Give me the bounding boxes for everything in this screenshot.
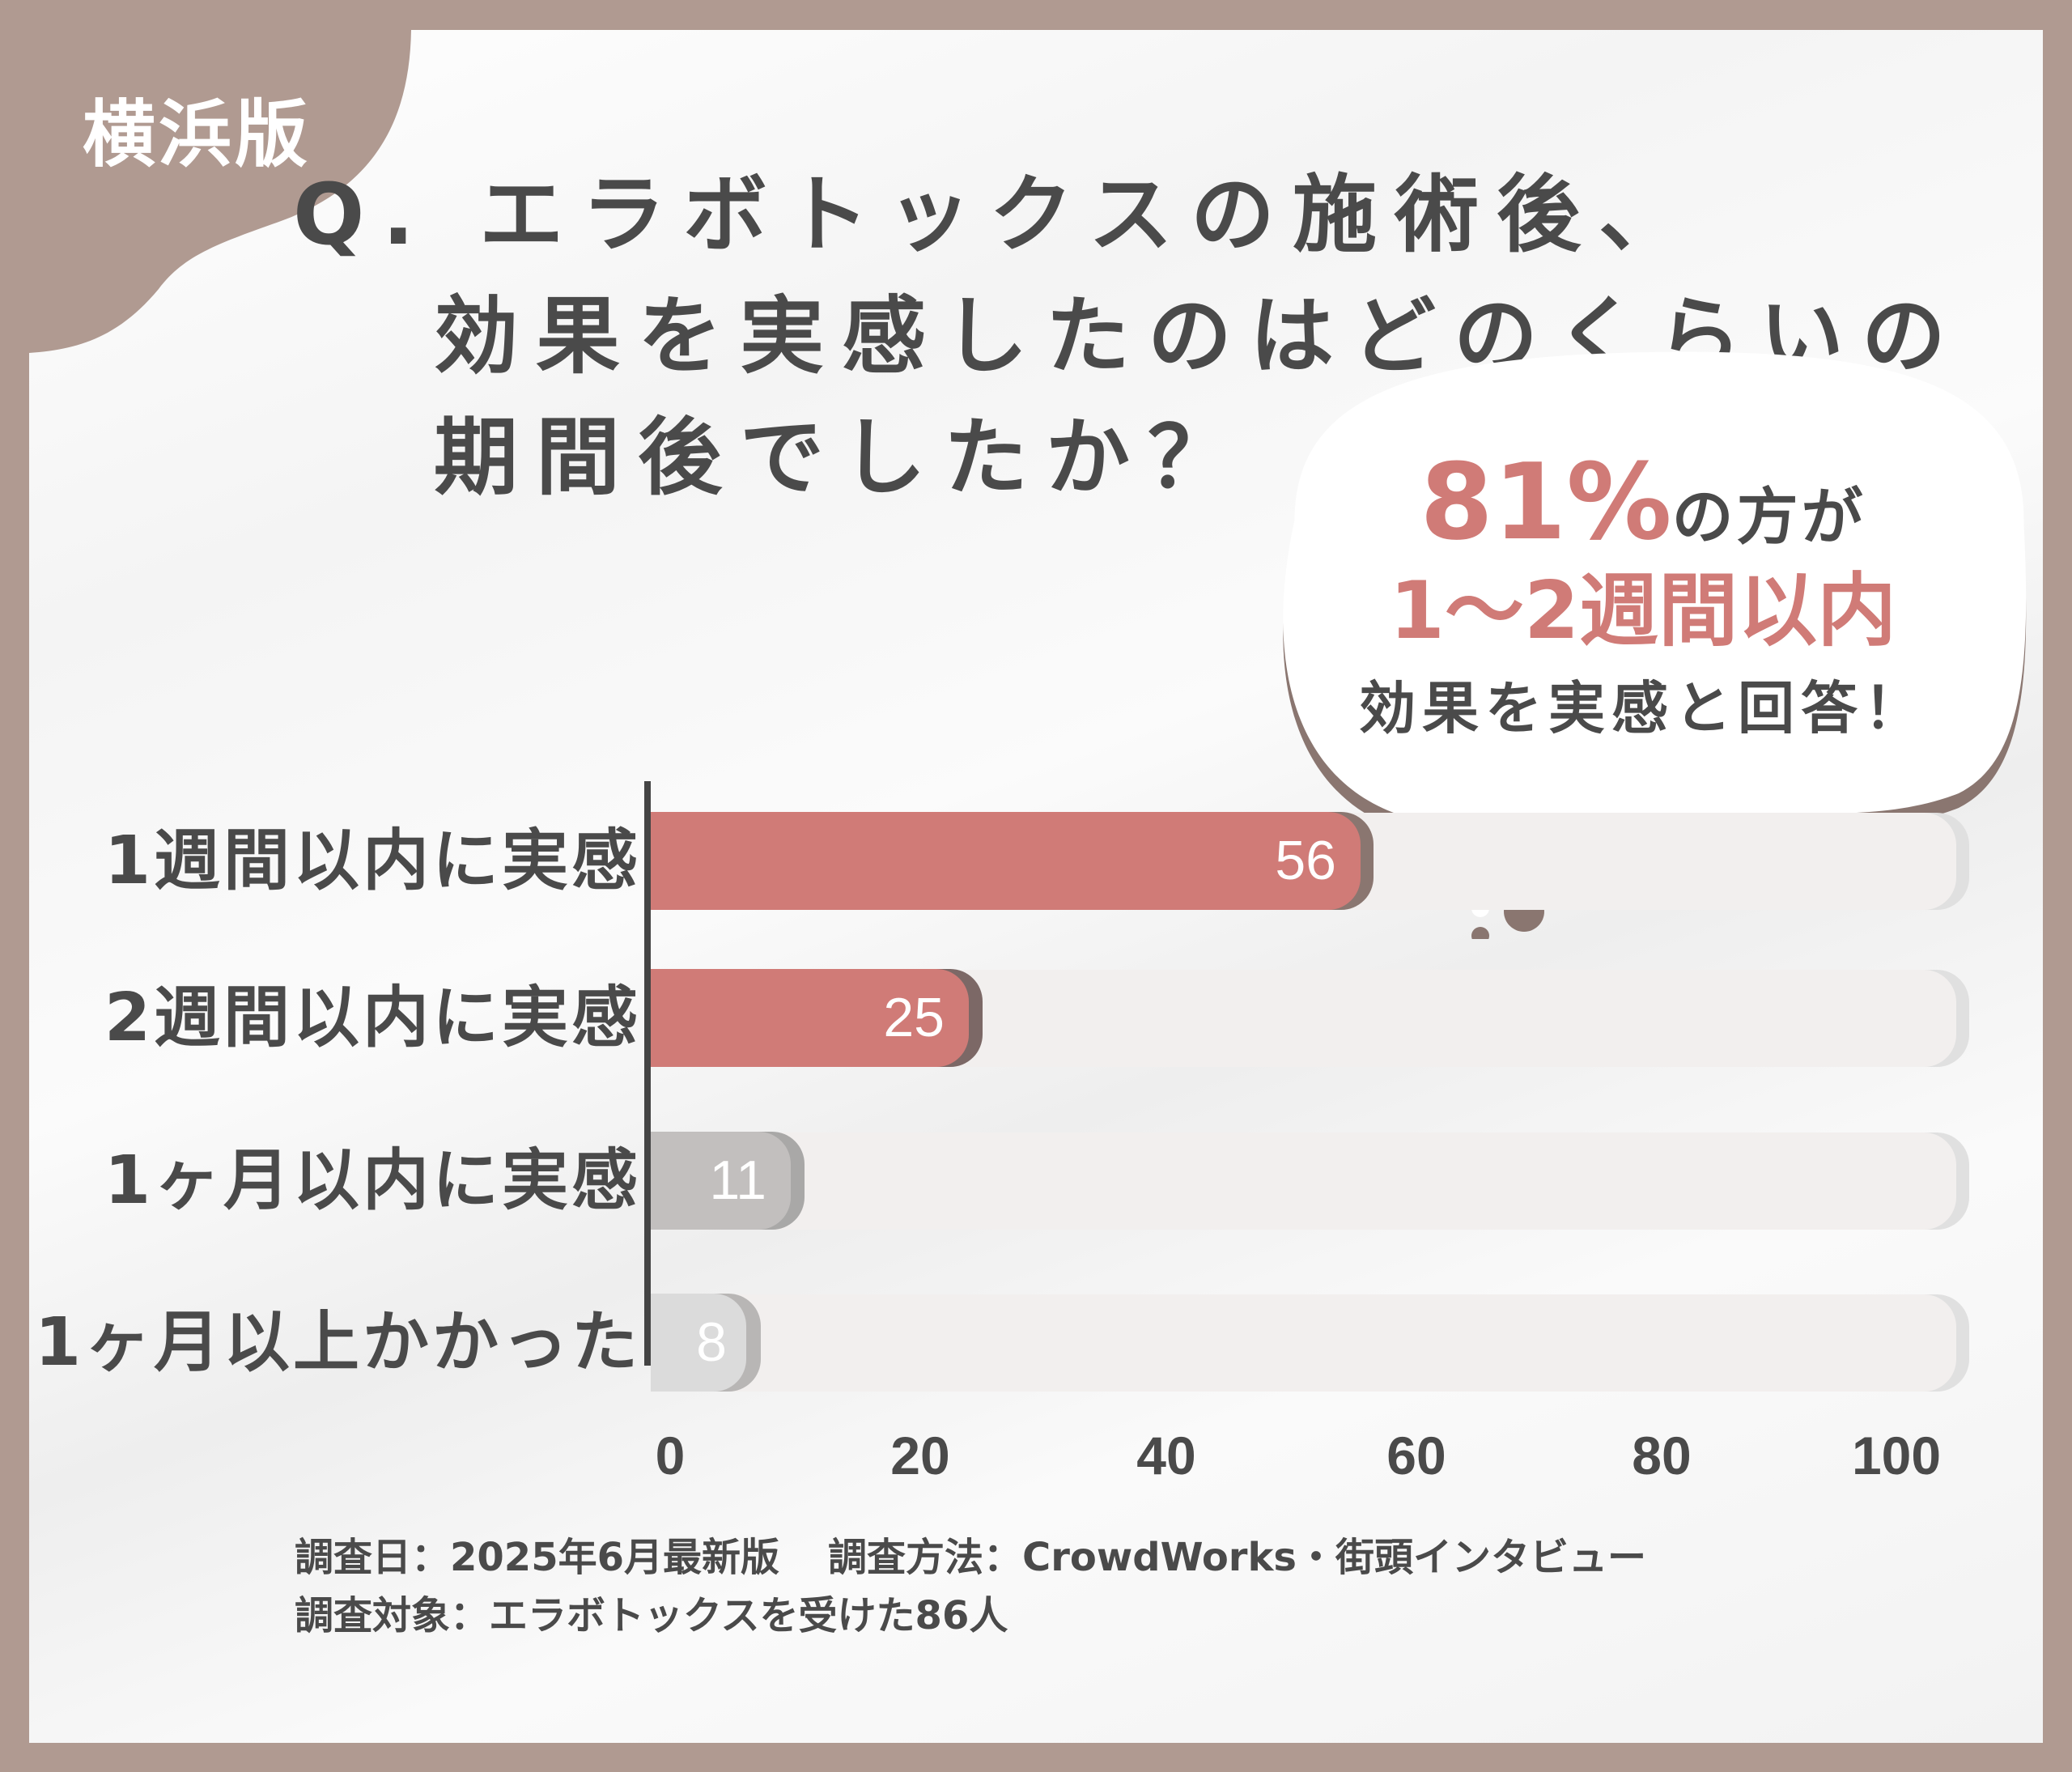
speech-bubble [1283, 518, 2027, 939]
bar-1-month: 11 [651, 1132, 791, 1230]
bar-1-week: 56 [651, 812, 1361, 910]
survey-method: 調査方法：CrowdWorks・街頭インタビュー [828, 1535, 1646, 1580]
category-label: 2週間以内に実感 [104, 979, 641, 1056]
bar-2-weeks: 25 [651, 969, 969, 1067]
x-tick-label: 80 [1632, 1426, 1692, 1485]
bar-value: 8 [696, 1311, 727, 1373]
survey-date: 調査日：2025年6月最新版 [295, 1535, 779, 1580]
bar-over-1-month: 8 [651, 1294, 746, 1392]
x-tick-label: 60 [1386, 1426, 1446, 1485]
survey-target: 調査対象：エラボトックスを受けた86人 [295, 1593, 1008, 1638]
title-line-1: Q. エラボトックスの施術後、 [293, 165, 1701, 264]
x-tick-label: 0 [655, 1426, 686, 1485]
category-label: 1ヶ月以上かかった [34, 1304, 641, 1381]
corner-decoration [29, 30, 411, 353]
callout-conclusion: 効果を実感と回答！ [1359, 675, 1927, 742]
title-line-3: 期間後でしたか？ [434, 408, 1250, 507]
bar-track [651, 1132, 1956, 1230]
survey-footer: 調査日：2025年6月最新版 調査方法：CrowdWorks・街頭インタビュー 調… [295, 1528, 1646, 1645]
callout-text: 81%の方が 1〜2週間以内 効果を実感と回答！ [1271, 441, 2015, 757]
callout-percent: 81% [1420, 440, 1672, 563]
callout-percent-suffix: の方が [1671, 481, 1866, 553]
bar-value: 56 [1275, 830, 1336, 891]
category-label: 1週間以内に実感 [104, 822, 641, 899]
speech-bubble-top [1294, 351, 2024, 534]
y-axis-line [644, 781, 651, 1366]
callout-period: 1〜2週間以内 [1389, 565, 1897, 657]
x-tick-label: 40 [1136, 1426, 1196, 1485]
bar-track [651, 1294, 1956, 1392]
bar-value: 25 [883, 987, 945, 1048]
edition-label: 横浜版 [83, 92, 311, 177]
x-tick-label: 100 [1851, 1426, 1942, 1485]
x-tick-label: 20 [890, 1426, 950, 1485]
bar-value: 11 [709, 1149, 766, 1211]
category-label: 1ヶ月以内に実感 [104, 1142, 641, 1219]
